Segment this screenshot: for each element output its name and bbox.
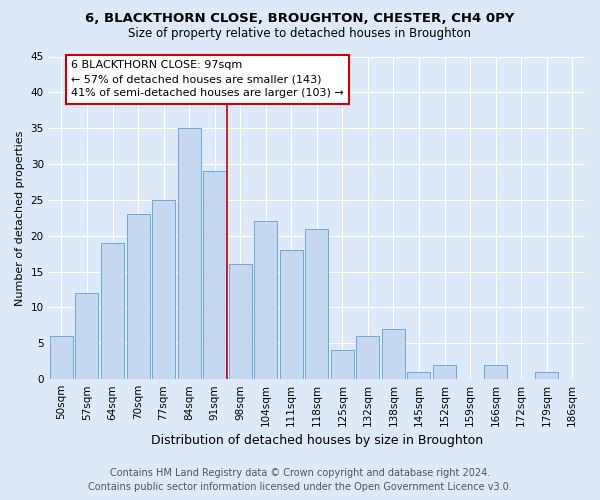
Text: 6 BLACKTHORN CLOSE: 97sqm
← 57% of detached houses are smaller (143)
41% of semi: 6 BLACKTHORN CLOSE: 97sqm ← 57% of detac… [71, 60, 344, 98]
Y-axis label: Number of detached properties: Number of detached properties [15, 130, 25, 306]
Bar [50, 336, 73, 379]
Bar [127, 214, 149, 379]
Bar [76, 293, 98, 379]
Bar [331, 350, 354, 379]
Bar [254, 222, 277, 379]
Bar [305, 228, 328, 379]
Text: Contains HM Land Registry data © Crown copyright and database right 2024.
Contai: Contains HM Land Registry data © Crown c… [88, 468, 512, 492]
Bar [178, 128, 200, 379]
Bar [101, 243, 124, 379]
Bar [356, 336, 379, 379]
Bar [152, 200, 175, 379]
Text: Size of property relative to detached houses in Broughton: Size of property relative to detached ho… [128, 28, 472, 40]
Bar [433, 365, 456, 379]
X-axis label: Distribution of detached houses by size in Broughton: Distribution of detached houses by size … [151, 434, 483, 448]
Bar [407, 372, 430, 379]
Bar [203, 171, 226, 379]
Bar [382, 329, 405, 379]
Bar [229, 264, 252, 379]
Bar [280, 250, 303, 379]
Bar [484, 365, 507, 379]
Text: 6, BLACKTHORN CLOSE, BROUGHTON, CHESTER, CH4 0PY: 6, BLACKTHORN CLOSE, BROUGHTON, CHESTER,… [85, 12, 515, 26]
Bar [535, 372, 558, 379]
